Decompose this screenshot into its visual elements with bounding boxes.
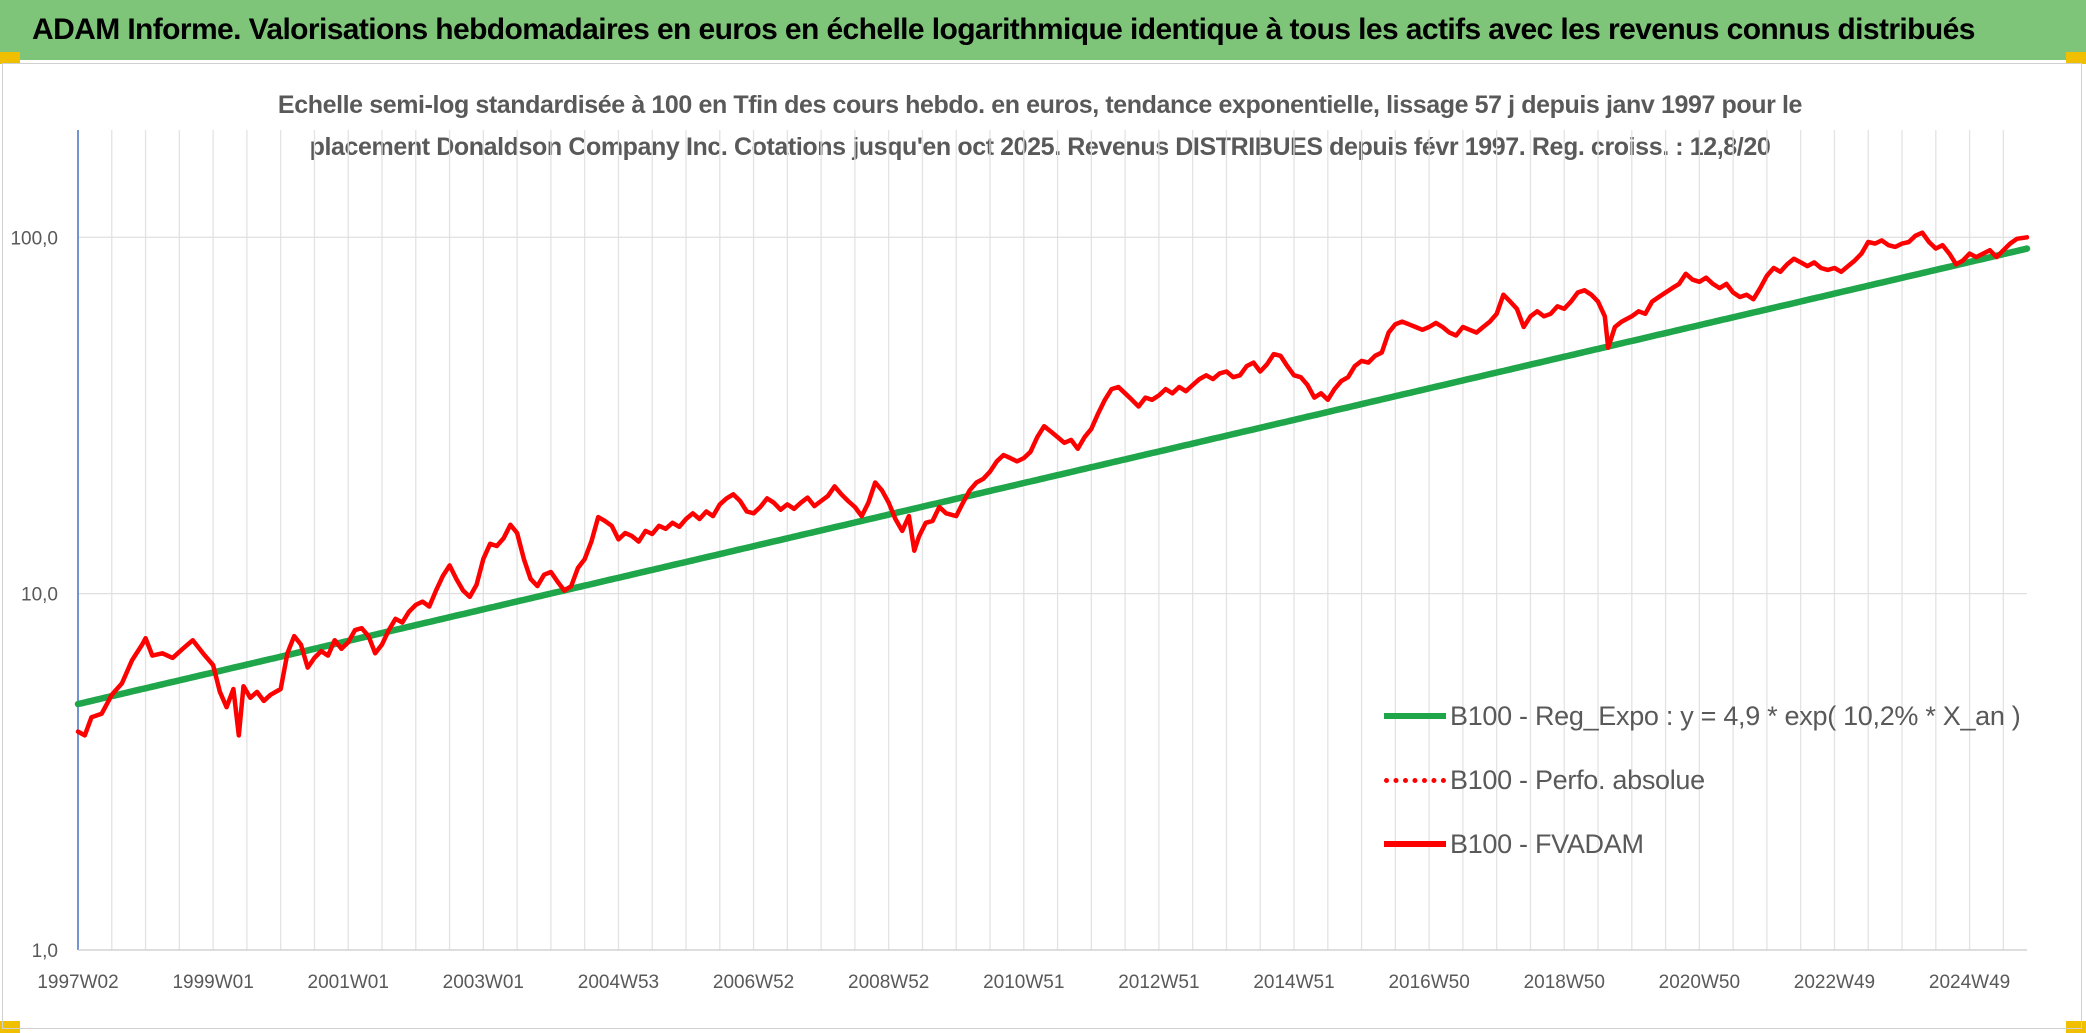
- legend-swatch-red-line: [1384, 841, 1446, 847]
- x-tick-label: 2006W52: [713, 972, 794, 993]
- chart-title-line-2: placement Donaldson Company Inc. Cotatio…: [309, 133, 1771, 161]
- legend-item-reg-expo: B100 - Reg_Expo : y = 4,9 * exp( 10,2% *…: [1384, 684, 2021, 748]
- legend-item-fvadam: B100 - FVADAM: [1384, 812, 2021, 876]
- x-tick-label: 2014W51: [1253, 972, 1334, 993]
- corner-marker-top-right: [2066, 52, 2086, 64]
- gridlines: [78, 130, 2027, 951]
- x-tick-label: 2004W53: [578, 972, 659, 993]
- x-tick-label: 2018W50: [1524, 972, 1605, 993]
- y-tick-label: 10,0: [21, 585, 58, 606]
- legend-swatch-green-line: [1384, 713, 1446, 719]
- x-tick-label: 2022W49: [1794, 972, 1875, 993]
- tick-labels: 1,0 10,0 100,0 1997W02 1999W01 2001W01 2003W01…: [10, 228, 2010, 993]
- series-lines: [74, 230, 2031, 738]
- y-tick-label: 1,0: [32, 941, 58, 962]
- report-title: ADAM Informe. Valorisations hebdomadaire…: [32, 13, 1975, 46]
- chart-frame: [2, 63, 2082, 1029]
- regression-line: [74, 245, 2031, 708]
- x-tick-label: 2016W50: [1388, 972, 1469, 993]
- corner-marker-bottom-left: [0, 1021, 20, 1033]
- x-tick-label: 1997W02: [37, 972, 118, 993]
- legend-label-reg-expo: B100 - Reg_Expo : y = 4,9 * exp( 10,2% *…: [1450, 700, 2021, 731]
- x-tick-label: 1999W01: [172, 972, 253, 993]
- x-tick-label: 2010W51: [983, 972, 1064, 993]
- chart-title-line-1: Echelle semi-log standardisée à 100 en T…: [277, 91, 1803, 119]
- legend-item-perfo-absolue: B100 - Perfo. absolue: [1384, 748, 2021, 812]
- x-tick-label: 2003W01: [443, 972, 524, 993]
- axes: [77, 130, 2027, 951]
- y-tick-label: 100,0: [10, 228, 58, 249]
- corner-marker-top-left: [0, 52, 20, 64]
- report-header: ADAM Informe. Valorisations hebdomadaire…: [0, 0, 2086, 60]
- x-tick-label: 2012W51: [1118, 972, 1199, 993]
- legend-swatch-dotted-red-line: [1384, 777, 1446, 783]
- legend-label-perfo-absolue: B100 - Perfo. absolue: [1450, 764, 1705, 795]
- legend: B100 - Reg_Expo : y = 4,9 * exp( 10,2% *…: [1384, 684, 2021, 876]
- fvadam-line: [75, 230, 2030, 738]
- legend-label-fvadam: B100 - FVADAM: [1450, 828, 1644, 859]
- x-tick-label: 2020W50: [1659, 972, 1740, 993]
- x-tick-label: 2001W01: [308, 972, 389, 993]
- x-tick-label: 2008W52: [848, 972, 929, 993]
- x-tick-label: 2024W49: [1929, 972, 2010, 993]
